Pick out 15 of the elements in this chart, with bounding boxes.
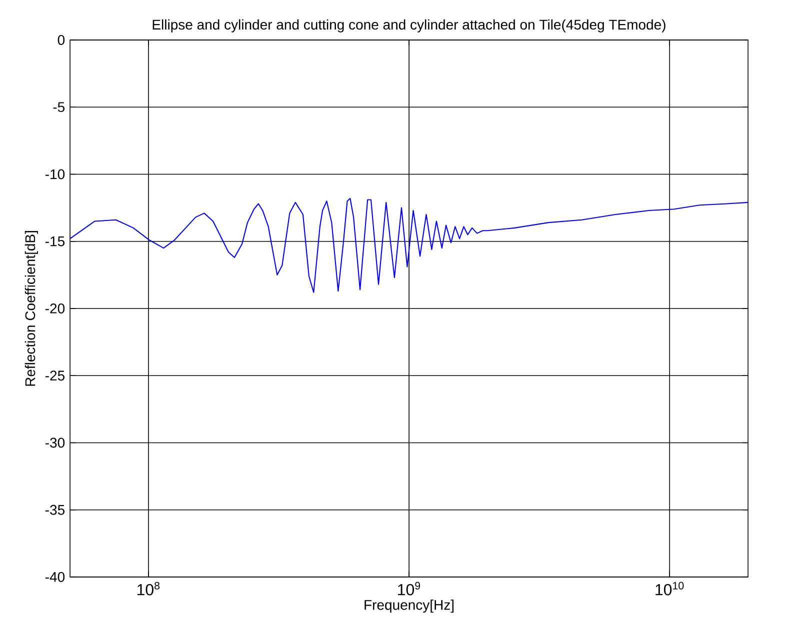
x-tick-label: 10$^{8}$ bbox=[137, 582, 160, 596]
y-tick-label: -5 bbox=[53, 102, 65, 112]
y-tick-label: -25 bbox=[45, 370, 65, 381]
y-tick-label: -15 bbox=[45, 236, 65, 246]
y-tick-label: -10 bbox=[45, 169, 65, 180]
y-tick-label: -40 bbox=[45, 572, 65, 582]
y-tick-label: 0 bbox=[58, 35, 65, 45]
x-tick-label: 10$^{10}$ bbox=[656, 582, 684, 596]
chart-title: Ellipse and cylinder and cutting cone and cylinder attached on Tile(45deg TEmode) bbox=[152, 19, 666, 32]
y-tick-label: -30 bbox=[45, 438, 65, 448]
y-axis-title: Reflection Coefficient[dB] bbox=[24, 231, 38, 386]
x-axis-title: Frequency[Hz] bbox=[364, 600, 454, 613]
x-tick-label: 10$^{9}$ bbox=[398, 582, 420, 596]
y-tick-label: -20 bbox=[45, 304, 65, 314]
y-tick-label: -35 bbox=[45, 504, 65, 515]
